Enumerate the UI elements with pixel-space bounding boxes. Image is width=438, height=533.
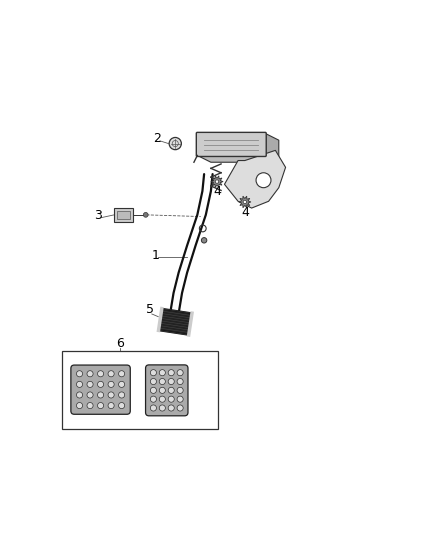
Polygon shape	[211, 176, 223, 188]
Polygon shape	[239, 196, 251, 208]
Circle shape	[87, 392, 93, 398]
Circle shape	[159, 378, 166, 385]
Circle shape	[98, 381, 104, 387]
Text: 3: 3	[94, 209, 102, 222]
Circle shape	[159, 405, 166, 411]
Circle shape	[119, 381, 125, 387]
Text: 4: 4	[213, 185, 221, 198]
Circle shape	[119, 392, 125, 398]
FancyBboxPatch shape	[71, 365, 130, 414]
Circle shape	[77, 392, 83, 398]
Polygon shape	[197, 156, 279, 162]
Circle shape	[77, 371, 83, 377]
Polygon shape	[159, 309, 192, 335]
Circle shape	[159, 387, 166, 393]
Bar	[117, 211, 130, 219]
Circle shape	[177, 370, 183, 376]
Circle shape	[98, 371, 104, 377]
Circle shape	[168, 405, 174, 411]
Circle shape	[169, 138, 181, 150]
Text: 4: 4	[241, 206, 249, 219]
Text: 2: 2	[153, 132, 161, 145]
Circle shape	[87, 402, 93, 409]
Circle shape	[87, 371, 93, 377]
Bar	[61, 351, 218, 429]
Polygon shape	[265, 133, 279, 162]
Circle shape	[159, 396, 166, 402]
Circle shape	[77, 381, 83, 387]
Circle shape	[87, 381, 93, 387]
Circle shape	[98, 402, 104, 409]
Circle shape	[98, 392, 104, 398]
Text: 1: 1	[152, 249, 159, 262]
Circle shape	[108, 381, 114, 387]
Circle shape	[177, 396, 183, 402]
Circle shape	[108, 392, 114, 398]
Circle shape	[168, 370, 174, 376]
Circle shape	[150, 405, 156, 411]
Circle shape	[177, 405, 183, 411]
Circle shape	[143, 213, 148, 217]
Circle shape	[77, 402, 83, 409]
Text: 5: 5	[146, 303, 155, 316]
Circle shape	[150, 396, 156, 402]
Circle shape	[201, 238, 207, 243]
Circle shape	[215, 180, 219, 183]
Circle shape	[108, 371, 114, 377]
Bar	[114, 208, 133, 222]
Circle shape	[150, 387, 156, 393]
Circle shape	[168, 396, 174, 402]
Circle shape	[108, 402, 114, 409]
Circle shape	[150, 378, 156, 385]
Circle shape	[243, 200, 247, 204]
Circle shape	[168, 378, 174, 385]
Circle shape	[177, 378, 183, 385]
Circle shape	[177, 387, 183, 393]
Circle shape	[159, 370, 166, 376]
Circle shape	[150, 370, 156, 376]
FancyBboxPatch shape	[196, 132, 266, 157]
Polygon shape	[224, 150, 286, 208]
FancyBboxPatch shape	[145, 365, 188, 416]
Text: 6: 6	[116, 336, 124, 350]
Circle shape	[119, 402, 125, 409]
Circle shape	[168, 387, 174, 393]
Circle shape	[119, 371, 125, 377]
Circle shape	[256, 173, 271, 188]
